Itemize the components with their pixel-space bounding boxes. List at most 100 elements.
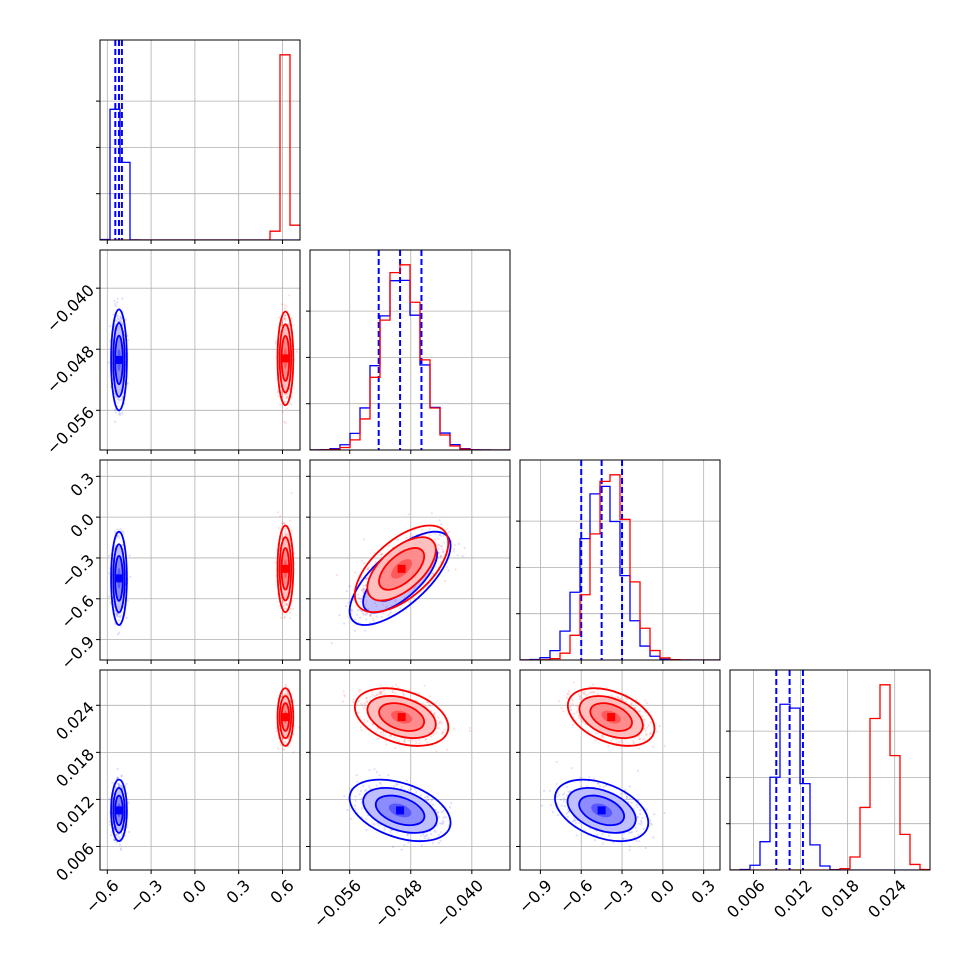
scatter-point <box>283 317 286 320</box>
scatter-point <box>421 534 424 537</box>
scatter-point <box>114 613 117 616</box>
scatter-point <box>118 411 121 414</box>
scatter-point <box>119 413 122 416</box>
scatter-point <box>409 535 412 539</box>
scatter-point <box>119 785 122 788</box>
scatter-point <box>119 625 123 628</box>
scatter-point <box>387 544 390 548</box>
scatter-point <box>121 324 124 327</box>
scatter-point <box>127 338 130 342</box>
contour-level-0 <box>276 310 295 407</box>
scatter-point <box>389 611 393 614</box>
scatter-point <box>397 538 400 542</box>
scatter-point <box>285 407 288 410</box>
scatter-point <box>402 610 405 613</box>
scatter-point <box>116 633 119 636</box>
scatter-point <box>284 319 287 322</box>
scatter-point <box>276 391 279 394</box>
scatter-point <box>364 603 367 606</box>
panel-frame <box>99 39 301 241</box>
panel-content <box>310 250 510 450</box>
scatter-point <box>394 598 397 601</box>
scatter-point <box>394 600 397 603</box>
scatter-point <box>115 395 118 398</box>
scatter-point <box>356 609 359 612</box>
scatter-point <box>117 397 120 400</box>
scatter-point <box>364 629 367 632</box>
scatter-point <box>117 534 120 537</box>
scatter-point <box>452 550 455 553</box>
scatter-point <box>117 783 120 786</box>
scatter-point <box>114 411 117 414</box>
panel-frame <box>99 249 301 451</box>
scatter-point <box>116 776 119 779</box>
scatter-point <box>447 569 450 572</box>
scatter-point <box>347 616 350 619</box>
scatter-point <box>281 601 284 604</box>
scatter-point <box>120 398 124 401</box>
scatter-point <box>345 605 348 608</box>
scatter-point <box>442 541 446 544</box>
scatter-point <box>114 833 117 836</box>
scatter-point <box>119 616 122 619</box>
scatter-point <box>118 615 121 618</box>
scatter-point <box>116 535 119 538</box>
scatter-point <box>350 609 353 612</box>
scatter-point <box>330 642 333 645</box>
scatter-point <box>116 301 119 304</box>
scatter-point <box>107 595 110 598</box>
scatter-point <box>120 530 123 533</box>
scatter-point <box>374 601 377 605</box>
scatter-point <box>279 403 282 406</box>
scatter-point <box>121 321 124 324</box>
scatter-point <box>121 397 124 400</box>
scatter-point <box>285 607 288 611</box>
scatter-point <box>461 555 464 558</box>
scatter-point <box>107 361 110 364</box>
scatter-point <box>360 597 363 600</box>
scatter-point <box>108 820 111 823</box>
scatter-point <box>380 553 383 556</box>
scatter-point <box>280 323 283 327</box>
scatter-point <box>283 616 286 619</box>
scatter-point <box>122 531 125 534</box>
scatter-point <box>362 562 366 565</box>
scatter-point <box>125 782 128 786</box>
scatter-point <box>390 604 393 608</box>
scatter-point <box>439 555 442 558</box>
scatter-point <box>336 573 339 577</box>
scatter-point <box>284 533 287 536</box>
scatter-point <box>446 566 449 569</box>
scatter-point <box>108 572 111 575</box>
scatter-point <box>364 583 367 587</box>
scatter-point <box>365 618 368 621</box>
scatter-point <box>427 573 430 576</box>
scatter-point <box>121 786 124 789</box>
scatter-point <box>357 593 360 596</box>
scatter-point <box>114 395 117 398</box>
scatter-point <box>286 397 289 400</box>
scatter-point <box>380 616 383 619</box>
scatter-point <box>119 847 123 850</box>
scatter-point <box>117 833 120 837</box>
scatter-point <box>119 528 122 531</box>
scatter-point <box>118 619 121 622</box>
scatter-point <box>457 542 461 546</box>
scatter-point <box>362 588 365 591</box>
scatter-point <box>433 532 437 536</box>
scatter-point <box>385 605 389 608</box>
scatter-point <box>428 531 431 534</box>
scatter-point <box>116 836 119 839</box>
scatter-point <box>290 403 293 406</box>
scatter-point <box>279 515 282 518</box>
scatter-point <box>274 342 277 345</box>
scatter-point <box>114 785 117 789</box>
scatter-point <box>442 534 445 537</box>
scatter-point <box>109 325 112 328</box>
scatter-point <box>117 785 121 788</box>
scatter-point <box>284 397 287 400</box>
scatter-point <box>114 322 117 325</box>
scatter-point <box>369 612 373 616</box>
scatter-point <box>120 317 123 320</box>
scatter-point <box>285 395 288 398</box>
